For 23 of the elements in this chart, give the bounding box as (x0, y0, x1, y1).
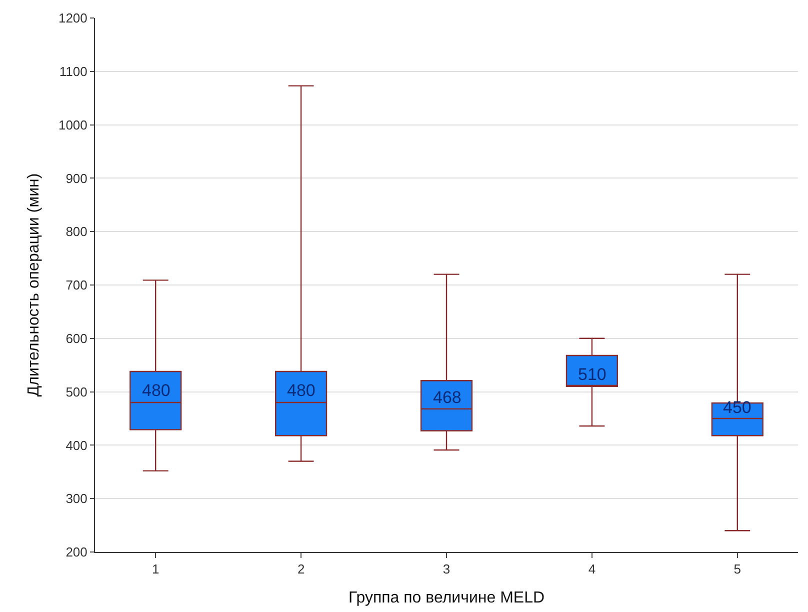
text: 480 (287, 381, 316, 400)
y-tick-label: 600 (66, 330, 88, 346)
x-tick-label: 5 (734, 562, 742, 577)
y-tick-label: 300 (66, 491, 88, 506)
y-tick-label: 800 (66, 224, 88, 240)
x-axis-title: Группа по величине MELD (348, 589, 545, 606)
y-axis-title: Длительность операции (мин) (25, 173, 42, 397)
x-tick-label: 3 (442, 562, 450, 577)
x-tick-label: 4 (588, 562, 596, 577)
x-tick-label: 1 (152, 562, 160, 577)
text: 510 (578, 365, 606, 384)
y-tick-label: 200 (66, 544, 88, 560)
text: 468 (433, 388, 462, 407)
y-tick-label: 1100 (59, 64, 88, 79)
text: 480 (142, 381, 170, 400)
y-tick-label: 1200 (58, 10, 88, 26)
y-tick-label: 700 (66, 278, 88, 293)
y-tick-label: 500 (66, 384, 88, 400)
y-tick-label: 1000 (58, 117, 88, 132)
y-tick-label: 400 (66, 438, 88, 453)
x-tick-label: 2 (297, 562, 305, 577)
text: 450 (723, 398, 752, 417)
y-tick-label: 900 (66, 170, 88, 186)
